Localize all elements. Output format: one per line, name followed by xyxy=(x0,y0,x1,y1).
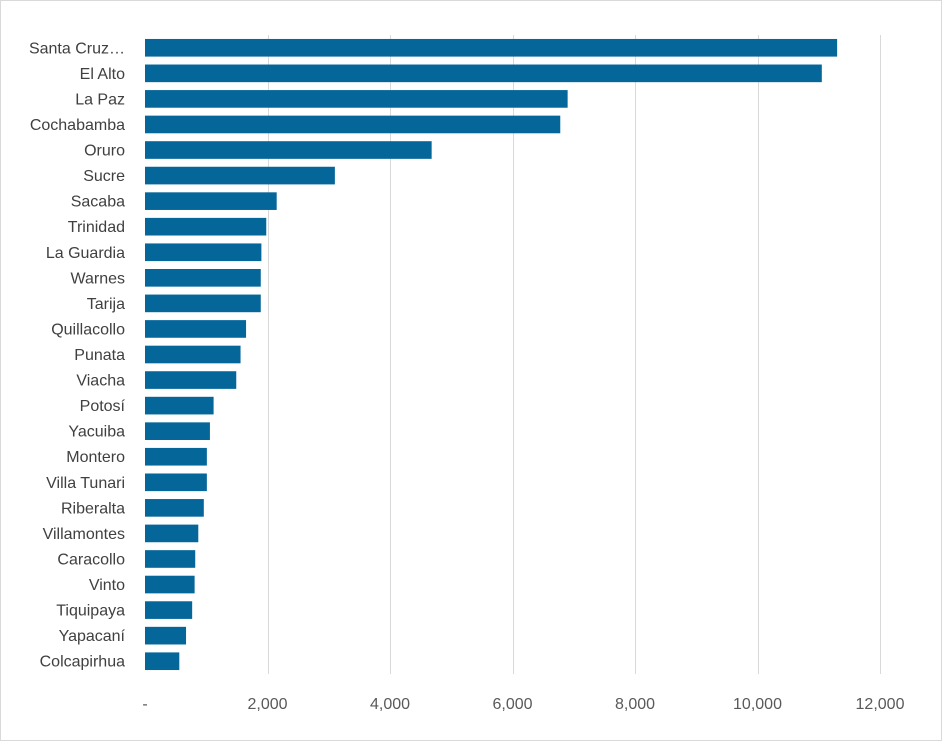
category-label: Montero xyxy=(66,449,125,466)
bar-11 xyxy=(145,320,247,338)
x-tick-label: 6,000 xyxy=(492,696,532,713)
bar-6 xyxy=(145,192,277,210)
bar-8 xyxy=(145,243,262,262)
bar-14 xyxy=(145,396,214,415)
category-label: Villamontes xyxy=(43,526,125,543)
category-label: Viacha xyxy=(76,373,125,390)
x-tick-label: 8,000 xyxy=(615,696,655,713)
bar-23 xyxy=(145,626,187,645)
bar-9 xyxy=(145,269,261,287)
category-label: Colcapirhua xyxy=(40,654,125,671)
category-label: Yacuiba xyxy=(68,424,125,441)
bar-22 xyxy=(145,601,193,619)
x-tick-label: - xyxy=(142,696,147,713)
bar-5 xyxy=(145,166,335,185)
bar-13 xyxy=(145,371,237,389)
bar-15 xyxy=(145,422,210,440)
category-label: Yapacaní xyxy=(59,628,126,645)
category-label: Trinidad xyxy=(68,219,125,236)
x-tick-label: 12,000 xyxy=(856,696,905,713)
category-label: Warnes xyxy=(70,270,125,287)
bar-7 xyxy=(145,217,267,236)
category-label: Tiquipaya xyxy=(56,603,125,620)
bar-17 xyxy=(145,473,207,492)
category-label: La Paz xyxy=(75,91,125,108)
bar-18 xyxy=(145,499,204,517)
category-label: Cochabamba xyxy=(30,117,125,134)
category-label: Punata xyxy=(74,347,125,364)
x-tick-label: 4,000 xyxy=(370,696,410,713)
category-label: Caracollo xyxy=(57,551,125,568)
bar-10 xyxy=(145,294,261,313)
x-tick-label: 10,000 xyxy=(733,696,782,713)
bar-19 xyxy=(145,524,199,543)
category-label: Villa Tunari xyxy=(46,475,125,492)
bar-12 xyxy=(145,345,241,364)
category-label: El Alto xyxy=(80,66,125,83)
bar-1 xyxy=(145,64,822,83)
bar-3 xyxy=(145,115,561,134)
category-label: Potosí xyxy=(80,398,126,415)
category-label: Oruro xyxy=(84,143,125,160)
category-label: Sucre xyxy=(83,168,125,185)
category-label: Sacaba xyxy=(71,194,125,211)
category-label: Vinto xyxy=(89,577,125,594)
bar-24 xyxy=(145,652,180,671)
category-label: Santa Cruz… xyxy=(29,40,125,57)
category-label: La Guardia xyxy=(46,245,125,262)
bar-2 xyxy=(145,90,568,108)
bar-16 xyxy=(145,447,207,466)
category-label: Quillacollo xyxy=(51,321,125,338)
bar-21 xyxy=(145,575,195,594)
x-tick-labels: - 2,000 4,000 6,000 8,000 10,000 12,000 xyxy=(142,696,904,713)
bar-0 xyxy=(145,38,838,57)
x-tick-label: 2,000 xyxy=(247,696,287,713)
bar-20 xyxy=(145,550,196,568)
category-labels: Santa Cruz… El Alto La Paz Cochabamba Oruro S… xyxy=(29,40,126,670)
bar-4 xyxy=(145,141,432,159)
category-label: Tarija xyxy=(87,296,125,313)
bars xyxy=(145,38,838,671)
category-label: Riberalta xyxy=(61,500,125,517)
